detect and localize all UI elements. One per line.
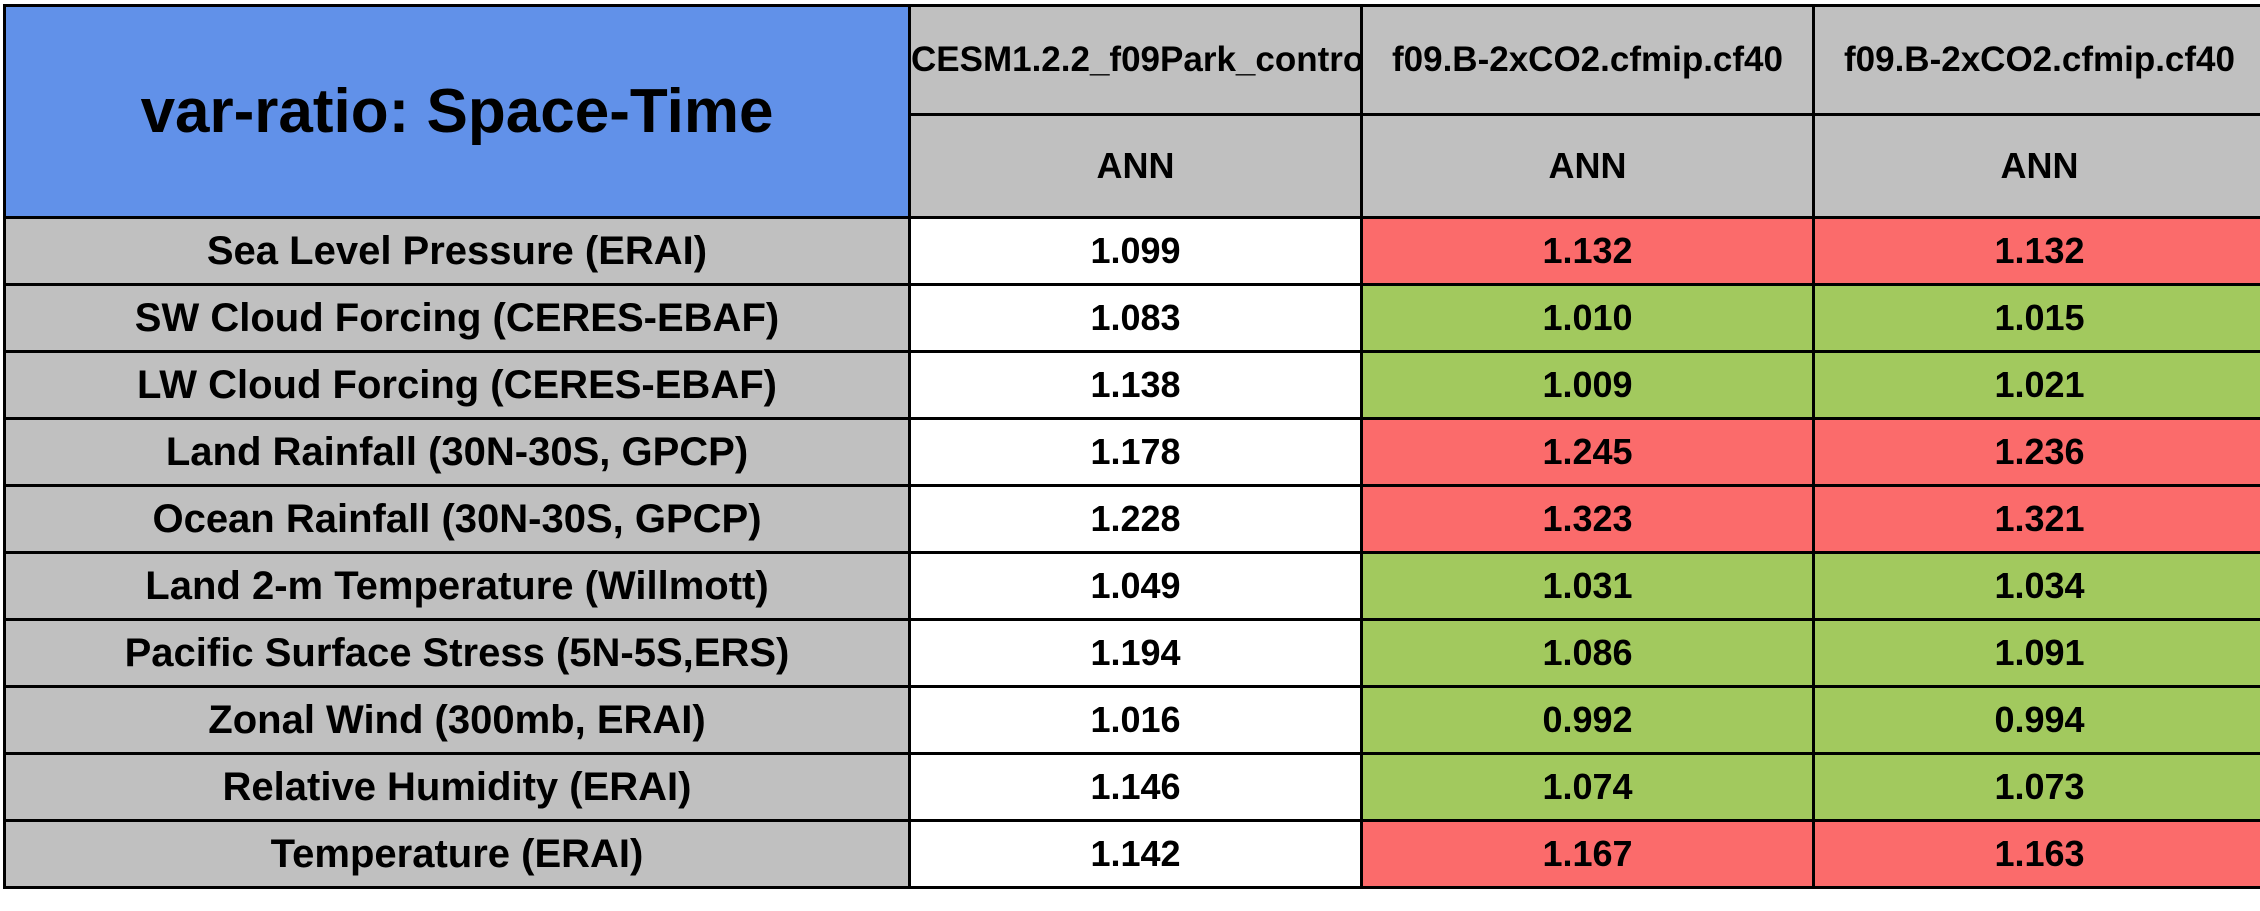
table-row: Land 2-m Temperature (Willmott) 1.049 1.…	[3, 551, 2260, 621]
value-cell: 1.132	[1812, 216, 2260, 286]
value-cell: 1.034	[1812, 551, 2260, 621]
model-header-cell: f09.B-2xCO2.cfmip.cf40	[1812, 4, 2260, 116]
value-cell: 0.992	[1360, 685, 1815, 755]
model-header-cell: f09.B-2xCO2.cfmip.cf40	[1360, 4, 1815, 116]
table-row: LW Cloud Forcing (CERES-EBAF) 1.138 1.00…	[3, 350, 2260, 420]
table-row: Relative Humidity (ERAI) 1.146 1.074 1.0…	[3, 752, 2260, 822]
season-header-cell: ANN	[1812, 113, 2260, 219]
row-label-cell: Land 2-m Temperature (Willmott)	[3, 551, 911, 621]
value-cell: 1.321	[1812, 484, 2260, 554]
value-cell: 1.074	[1360, 752, 1815, 822]
table-row: Ocean Rainfall (30N-30S, GPCP) 1.228 1.3…	[3, 484, 2260, 554]
value-cell: 1.142	[908, 819, 1363, 889]
row-label-cell: LW Cloud Forcing (CERES-EBAF)	[3, 350, 911, 420]
table-row: Land Rainfall (30N-30S, GPCP) 1.178 1.24…	[3, 417, 2260, 487]
value-cell: 1.086	[1360, 618, 1815, 688]
row-label-cell: Pacific Surface Stress (5N-5S,ERS)	[3, 618, 911, 688]
value-cell: 1.245	[1360, 417, 1815, 487]
model-name: f09.B-2xCO2.cfmip.cf40	[1392, 40, 1783, 79]
row-label-cell: Temperature (ERAI)	[3, 819, 911, 889]
row-label-cell: Relative Humidity (ERAI)	[3, 752, 911, 822]
value-cell: 1.015	[1812, 283, 2260, 353]
value-cell: 1.323	[1360, 484, 1815, 554]
value-cell: 1.073	[1812, 752, 2260, 822]
value-cell: 1.138	[908, 350, 1363, 420]
season-header-row: ANN ANN ANN	[5, 113, 2260, 219]
value-cell: 1.021	[1812, 350, 2260, 420]
value-cell: 1.049	[908, 551, 1363, 621]
value-cell: 1.010	[1360, 283, 1815, 353]
table-row: Zonal Wind (300mb, ERAI) 1.016 0.992 0.9…	[3, 685, 2260, 755]
model-name: CESM1.2.2_f09Park_control	[911, 40, 1360, 79]
model-header-cell: CESM1.2.2_f09Park_control	[908, 4, 1363, 116]
table-row: SW Cloud Forcing (CERES-EBAF) 1.083 1.01…	[3, 283, 2260, 353]
value-cell: 1.178	[908, 417, 1363, 487]
season-header-cell: ANN	[908, 113, 1363, 219]
value-cell: 1.009	[1360, 350, 1815, 420]
model-header-row: var-ratio: Space-Time CESM1.2.2_f09Park_…	[3, 4, 2260, 219]
row-label-cell: SW Cloud Forcing (CERES-EBAF)	[3, 283, 911, 353]
var-ratio-table: var-ratio: Space-Time CESM1.2.2_f09Park_…	[3, 4, 2260, 889]
value-cell: 0.994	[1812, 685, 2260, 755]
table-title: var-ratio: Space-Time	[3, 4, 911, 219]
model-name: f09.B-2xCO2.cfmip.cf40	[1844, 40, 2235, 79]
value-cell: 1.228	[908, 484, 1363, 554]
value-cell: 1.167	[1360, 819, 1815, 889]
value-cell: 1.016	[908, 685, 1363, 755]
table-row: Temperature (ERAI) 1.142 1.167 1.163	[3, 819, 2260, 889]
table-row: Sea Level Pressure (ERAI) 1.099 1.132 1.…	[3, 216, 2260, 286]
value-cell: 1.031	[1360, 551, 1815, 621]
row-label-cell: Land Rainfall (30N-30S, GPCP)	[3, 417, 911, 487]
value-cell: 1.236	[1812, 417, 2260, 487]
row-label-cell: Ocean Rainfall (30N-30S, GPCP)	[3, 484, 911, 554]
value-cell: 1.163	[1812, 819, 2260, 889]
diagnostics-page: var-ratio: Space-Time CESM1.2.2_f09Park_…	[3, 4, 2260, 889]
value-cell: 1.083	[908, 283, 1363, 353]
season-header-cell: ANN	[1360, 113, 1815, 219]
value-cell: 1.099	[908, 216, 1363, 286]
value-cell: 1.146	[908, 752, 1363, 822]
row-label-cell: Sea Level Pressure (ERAI)	[3, 216, 911, 286]
value-cell: 1.194	[908, 618, 1363, 688]
value-cell: 1.091	[1812, 618, 2260, 688]
row-label-cell: Zonal Wind (300mb, ERAI)	[3, 685, 911, 755]
table-row: Pacific Surface Stress (5N-5S,ERS) 1.194…	[3, 618, 2260, 688]
value-cell: 1.132	[1360, 216, 1815, 286]
